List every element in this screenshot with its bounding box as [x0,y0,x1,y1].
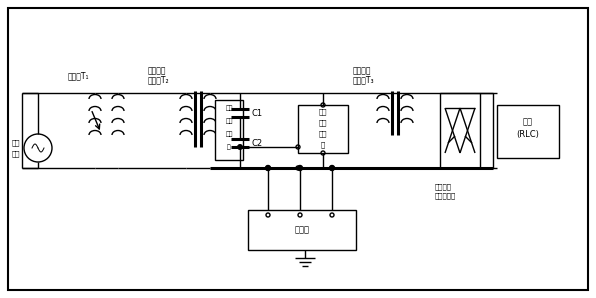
Text: 发生: 发生 [319,120,327,126]
Text: 单相全控: 单相全控 [435,183,452,190]
Text: C1: C1 [252,108,263,117]
Text: 传感: 传感 [319,131,327,137]
Text: 变压器T₃: 变压器T₃ [353,75,375,84]
Text: 单元升压: 单元升压 [148,66,166,75]
Text: 整流桥电路: 整流桥电路 [435,192,457,198]
Text: 调压器T₁: 调压器T₁ [68,71,89,80]
Text: 器: 器 [321,142,325,148]
Text: 工频: 工频 [12,140,20,146]
Text: 测控器: 测控器 [294,226,309,235]
Text: (RLC): (RLC) [517,130,539,139]
Text: C2: C2 [252,139,263,148]
Circle shape [265,165,271,170]
Bar [248,210,356,250]
Bar [440,93,480,168]
Bar [298,105,348,153]
Text: 谐波抑止: 谐波抑止 [353,66,371,75]
Bar [215,100,243,160]
Circle shape [297,165,303,170]
Text: 分压: 分压 [225,118,233,124]
Bar [497,105,559,158]
Text: 电容: 电容 [225,105,233,111]
Text: 电源: 电源 [12,151,20,157]
Text: 放大: 放大 [225,131,233,137]
Text: 变压器T₂: 变压器T₂ [148,75,170,84]
Text: 谐波: 谐波 [319,109,327,115]
Circle shape [330,165,334,170]
Text: 器: 器 [227,144,231,150]
Text: 负载: 负载 [523,117,533,126]
